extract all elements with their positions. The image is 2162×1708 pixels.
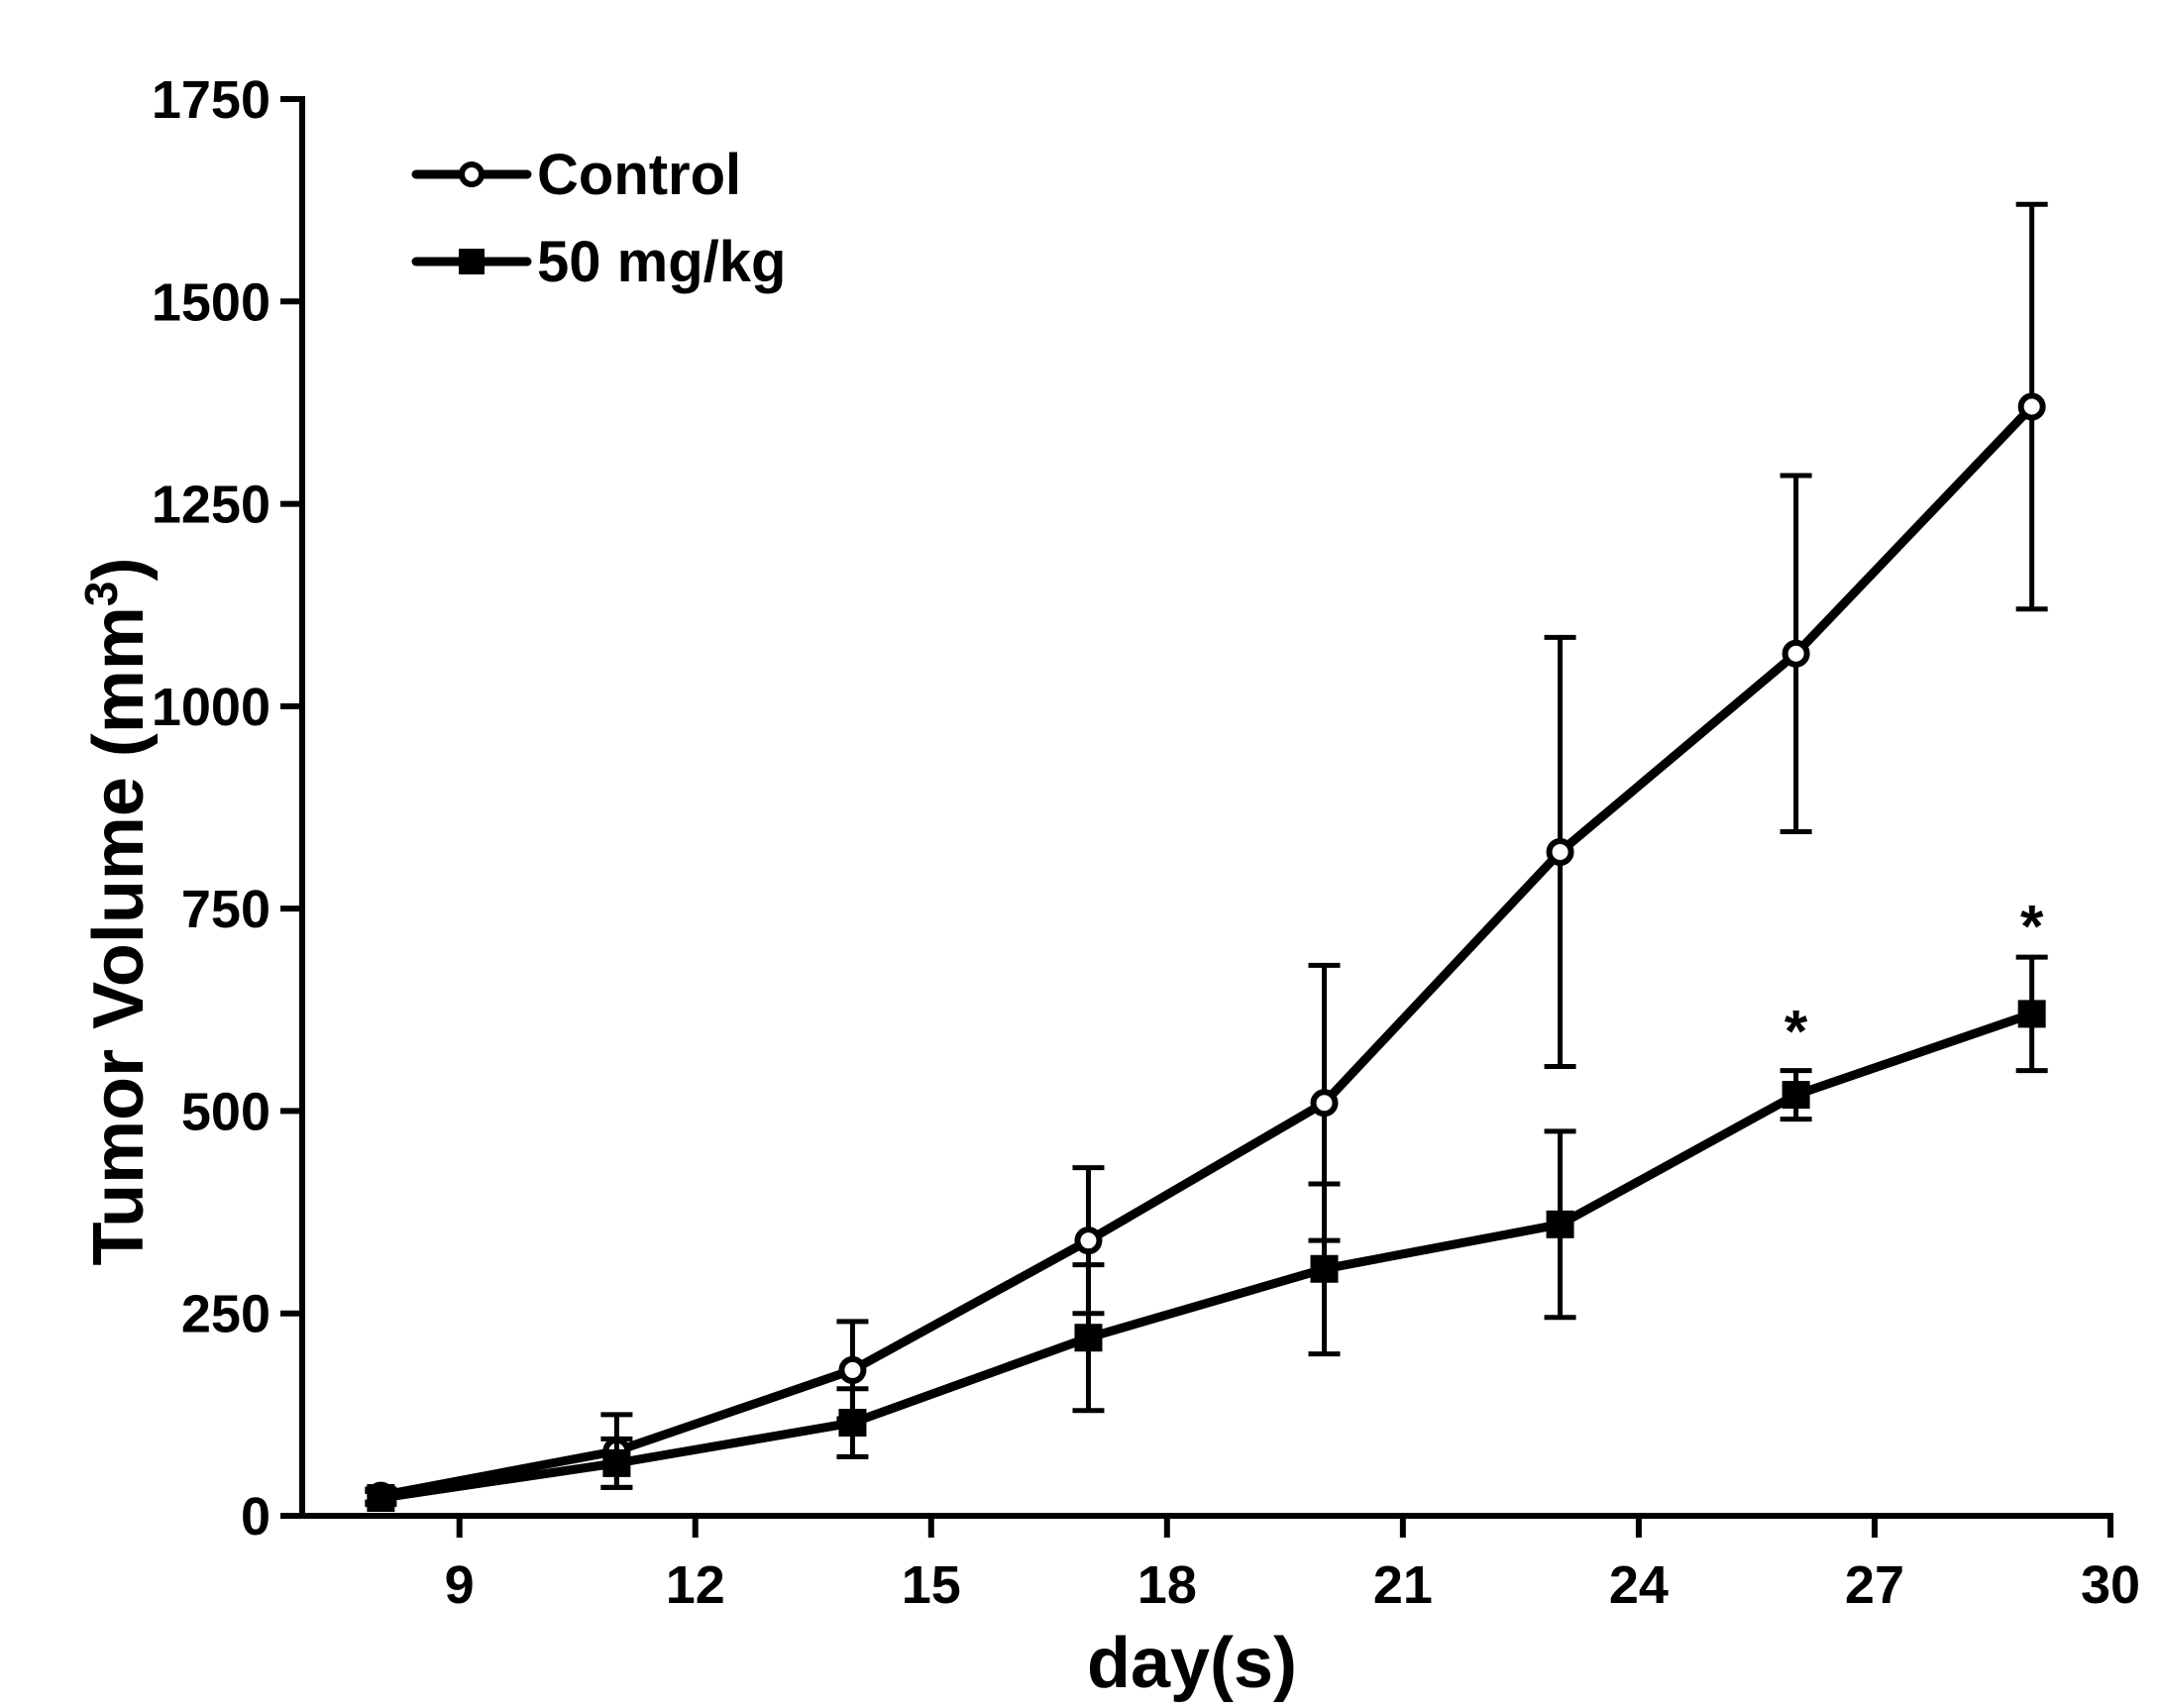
y-tick-label: 250 <box>181 1285 270 1344</box>
data-point <box>838 1409 867 1438</box>
legend: Control 50 mg/kg <box>411 143 786 294</box>
x-tick-label: 12 <box>666 1555 725 1615</box>
legend-label: 50 mg/kg <box>537 230 786 294</box>
data-point <box>1074 1227 1103 1255</box>
data-point <box>1074 1324 1103 1352</box>
y-tick-label: 1750 <box>152 70 270 130</box>
data-point <box>1782 1081 1810 1110</box>
legend-marker <box>459 249 485 274</box>
axes: 0 250 500 750 1000 1250 1500 1750 9 12 15 18 21 24 27 3… <box>152 70 2140 1615</box>
y-axis-title-superscript: 3 <box>75 582 127 607</box>
x-tick-label: 27 <box>1845 1555 1904 1615</box>
significance-asterisk: * <box>2020 893 2044 959</box>
x-tick-label: 15 <box>902 1555 961 1615</box>
legend-item-control: Control <box>411 143 741 207</box>
y-axis-title: Tumor Volume (mm3) <box>75 558 159 1266</box>
data-point <box>838 1355 867 1384</box>
data-point <box>367 1484 395 1513</box>
data-point <box>1546 1210 1574 1238</box>
data-point <box>2017 392 2046 421</box>
x-tick-label: 9 <box>445 1555 475 1615</box>
y-tick-label: 500 <box>181 1082 270 1141</box>
y-axis-title-suffix: ) <box>79 558 159 582</box>
legend-marker <box>459 161 485 187</box>
y-tick-label: 1250 <box>152 476 270 535</box>
data-point <box>1546 837 1574 866</box>
x-axis-title: day(s) <box>1087 1624 1297 1703</box>
series-treatment <box>365 954 2048 1513</box>
significance-asterisk: * <box>1784 999 1808 1065</box>
legend-label: Control <box>537 143 741 207</box>
series-line <box>376 402 2037 1501</box>
legend-item-treatment: 50 mg/kg <box>411 230 786 294</box>
y-tick-label: 0 <box>241 1487 270 1547</box>
y-axis-title-main: Tumor Volume (mm <box>79 606 159 1265</box>
x-tick-label: 24 <box>1609 1555 1669 1615</box>
y-tick-label: 1000 <box>152 678 270 737</box>
x-tick-label: 18 <box>1137 1555 1197 1615</box>
annotation-layer: ** <box>1784 893 2044 1064</box>
data-point <box>602 1448 631 1477</box>
y-tick-label: 1500 <box>152 272 270 332</box>
data-point <box>1782 639 1810 668</box>
x-tick-label: 21 <box>1373 1555 1433 1615</box>
series-line <box>376 1009 2037 1503</box>
x-tick-label: 30 <box>2081 1555 2140 1615</box>
series-control <box>365 201 2048 1510</box>
y-tick-label: 750 <box>181 880 270 939</box>
series-layer <box>365 201 2048 1513</box>
data-point <box>1310 1254 1339 1283</box>
data-point <box>1310 1089 1339 1118</box>
data-point <box>2017 1000 2046 1028</box>
